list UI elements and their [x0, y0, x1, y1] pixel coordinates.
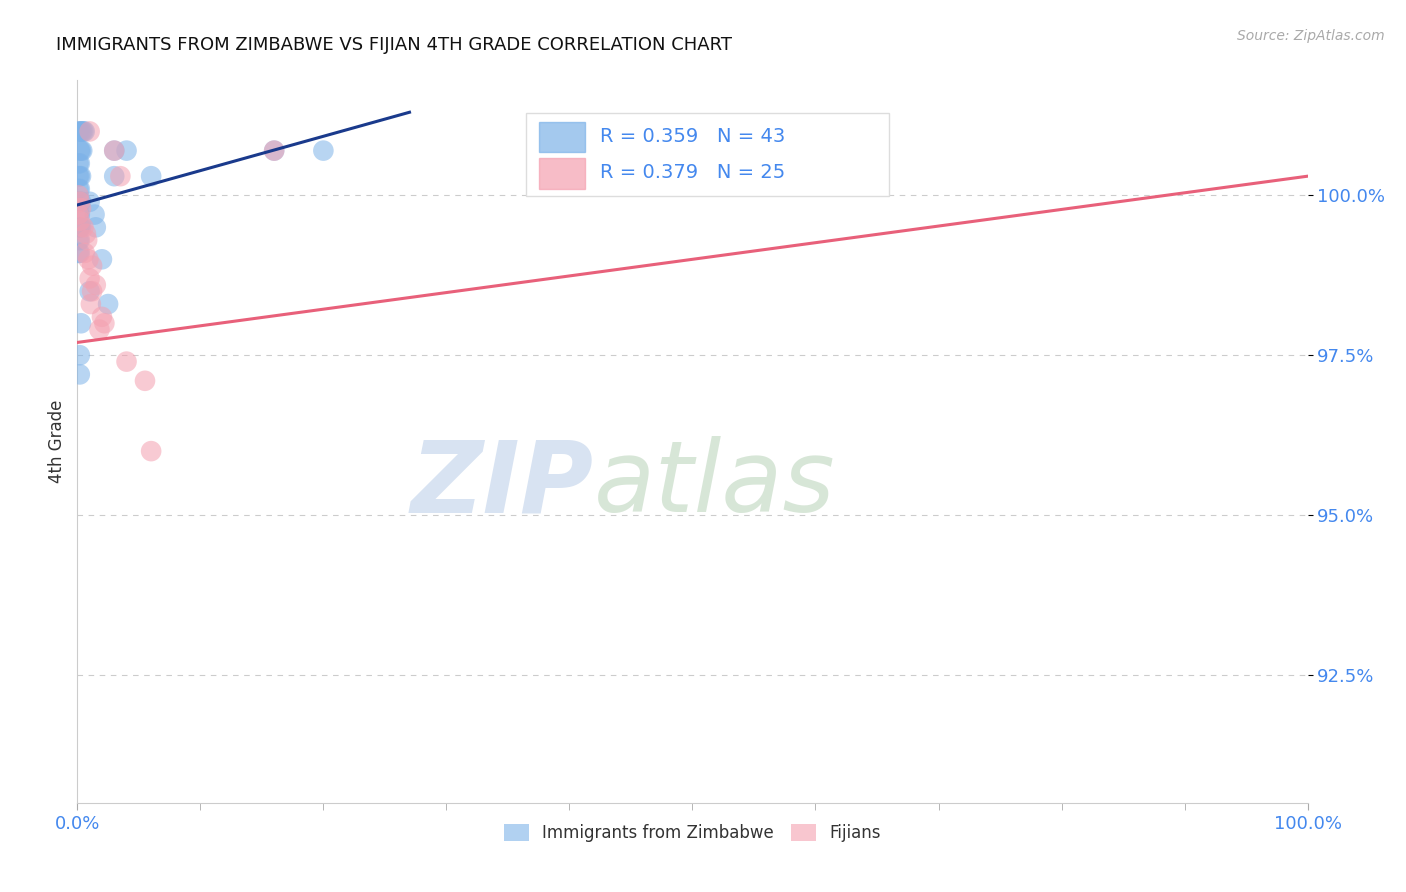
- Point: [69, 214, 91, 228]
- Point: [75, 227, 97, 241]
- Point: [82, 285, 104, 299]
- Point: [69, 246, 91, 260]
- Point: [67, 156, 90, 170]
- Point: [141, 169, 163, 184]
- Point: [90, 252, 114, 267]
- Point: [79, 124, 101, 138]
- Point: [79, 271, 101, 285]
- Point: [67, 194, 90, 209]
- Point: [70, 124, 93, 138]
- Point: [77, 252, 100, 267]
- Legend: Immigrants from Zimbabwe, Fijians: Immigrants from Zimbabwe, Fijians: [498, 817, 887, 848]
- Point: [67, 208, 90, 222]
- FancyBboxPatch shape: [538, 121, 585, 152]
- Point: [72, 220, 94, 235]
- Point: [80, 297, 103, 311]
- Point: [312, 144, 335, 158]
- Point: [69, 182, 91, 196]
- Point: [70, 144, 93, 158]
- Point: [70, 201, 93, 215]
- Text: R = 0.359   N = 43: R = 0.359 N = 43: [600, 127, 786, 145]
- Point: [103, 144, 125, 158]
- Point: [79, 194, 101, 209]
- Point: [67, 188, 90, 202]
- Point: [84, 220, 107, 235]
- Point: [97, 297, 120, 311]
- Point: [82, 259, 104, 273]
- Point: [67, 124, 90, 138]
- Point: [76, 233, 98, 247]
- Point: [72, 124, 94, 138]
- Point: [115, 144, 138, 158]
- Point: [67, 220, 90, 235]
- Point: [84, 277, 107, 292]
- Point: [69, 144, 91, 158]
- Point: [79, 285, 101, 299]
- Point: [73, 246, 96, 260]
- Point: [69, 233, 91, 247]
- Point: [69, 208, 91, 222]
- Point: [67, 208, 90, 222]
- Point: [89, 323, 111, 337]
- Point: [70, 169, 93, 184]
- Text: ZIP: ZIP: [411, 436, 595, 533]
- Point: [69, 194, 91, 209]
- Point: [70, 124, 93, 138]
- Point: [69, 368, 91, 382]
- Text: Source: ZipAtlas.com: Source: ZipAtlas.com: [1237, 29, 1385, 43]
- Y-axis label: 4th Grade: 4th Grade: [48, 400, 66, 483]
- Point: [110, 169, 132, 184]
- Point: [263, 144, 285, 158]
- Point: [103, 169, 125, 184]
- Point: [69, 156, 91, 170]
- Text: IMMIGRANTS FROM ZIMBABWE VS FIJIAN 4TH GRADE CORRELATION CHART: IMMIGRANTS FROM ZIMBABWE VS FIJIAN 4TH G…: [56, 36, 733, 54]
- Point: [70, 316, 93, 330]
- Point: [141, 444, 163, 458]
- Point: [69, 194, 91, 209]
- Point: [90, 310, 114, 324]
- Point: [67, 182, 90, 196]
- Point: [83, 208, 105, 222]
- Point: [67, 246, 90, 260]
- Point: [70, 220, 93, 235]
- Point: [69, 348, 91, 362]
- Point: [70, 144, 93, 158]
- Text: atlas: atlas: [595, 436, 835, 533]
- Point: [70, 194, 93, 209]
- Point: [69, 169, 91, 184]
- Point: [69, 220, 91, 235]
- Point: [134, 374, 156, 388]
- Point: [73, 124, 96, 138]
- Point: [93, 316, 115, 330]
- Point: [69, 124, 91, 138]
- FancyBboxPatch shape: [538, 158, 585, 188]
- Point: [67, 169, 90, 184]
- Point: [67, 233, 90, 247]
- Point: [115, 354, 138, 368]
- Point: [103, 144, 125, 158]
- Point: [263, 144, 285, 158]
- FancyBboxPatch shape: [526, 112, 890, 196]
- Text: R = 0.379   N = 25: R = 0.379 N = 25: [600, 163, 786, 182]
